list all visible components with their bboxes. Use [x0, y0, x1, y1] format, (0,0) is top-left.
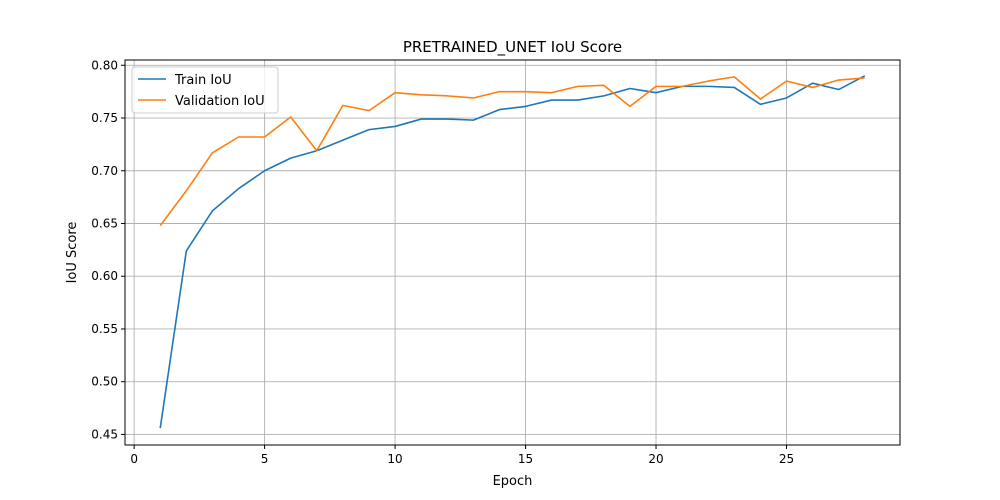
- grid-lines: [125, 60, 900, 445]
- y-tick-label: 0.65: [91, 216, 118, 230]
- series-lines: [159, 75, 866, 429]
- legend-label: Train IoU: [174, 73, 232, 88]
- y-tick-label: 0.45: [91, 427, 118, 441]
- x-tick-label: 5: [261, 452, 269, 466]
- x-axis-ticks: 0 5 10 15 20 25: [130, 445, 794, 466]
- legend-label: Validation IoU: [175, 94, 265, 109]
- y-axis-label: IoU Score: [65, 222, 80, 284]
- plot-area-frame: [124, 59, 901, 446]
- series-line-validation-iou: [159, 76, 865, 227]
- y-tick-label: 0.60: [91, 269, 118, 283]
- y-axis-ticks: 0.45 0.50 0.55 0.60 0.65 0.70 0.75 0.80: [91, 58, 125, 441]
- x-axis-label: Epoch: [493, 474, 533, 489]
- x-tick-label: 0: [130, 452, 138, 466]
- y-tick-label: 0.70: [91, 164, 118, 178]
- legend-box: [131, 66, 279, 114]
- x-tick-label: 10: [387, 452, 402, 466]
- x-tick-label: 25: [779, 452, 794, 466]
- y-tick-label: 0.75: [91, 111, 118, 125]
- x-tick-label: 20: [648, 452, 663, 466]
- chart-title: PRETRAINED_UNET IoU Score: [403, 38, 622, 57]
- series-line-train-iou: [159, 75, 866, 429]
- y-tick-label: 0.55: [91, 322, 118, 336]
- x-tick-label: 15: [518, 452, 533, 466]
- y-tick-label: 0.80: [91, 58, 118, 72]
- legend: Train IoU Validation IoU: [131, 66, 279, 114]
- y-tick-label: 0.50: [91, 375, 118, 389]
